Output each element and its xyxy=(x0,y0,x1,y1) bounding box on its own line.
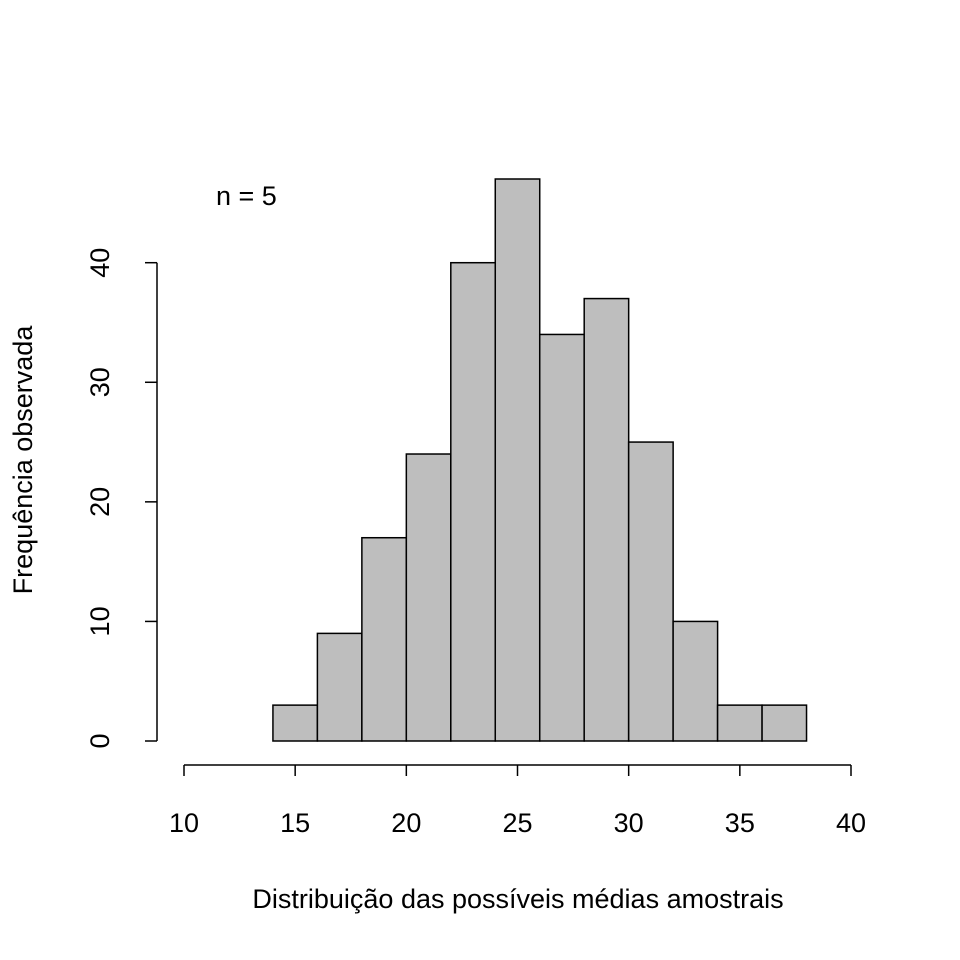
bar xyxy=(627,441,674,742)
bar xyxy=(494,178,541,742)
bar xyxy=(316,632,363,742)
x-tick-label: 35 xyxy=(725,808,755,838)
bar xyxy=(272,704,319,742)
annotation: n = 5 xyxy=(216,181,277,211)
x-tick-label: 40 xyxy=(836,808,866,838)
y-tick-label: 40 xyxy=(85,248,115,278)
x-tick-label: 30 xyxy=(614,808,644,838)
x-tick-label: 15 xyxy=(280,808,310,838)
y-tick-label: 20 xyxy=(85,487,115,517)
bar xyxy=(538,333,585,742)
y-tick-label: 0 xyxy=(85,733,115,748)
y-axis-label: Frequência observada xyxy=(8,325,38,595)
x-axis-label: Distribuição das possíveis médias amostr… xyxy=(252,884,783,914)
y-tick-label: 10 xyxy=(85,606,115,636)
bar xyxy=(361,536,408,742)
bar xyxy=(716,704,763,742)
bar xyxy=(583,297,630,742)
x-tick-label: 20 xyxy=(391,808,421,838)
bar xyxy=(761,704,808,742)
x-tick-label: 10 xyxy=(169,808,199,838)
bar xyxy=(450,261,497,742)
bar xyxy=(672,620,719,742)
x-tick-label: 25 xyxy=(502,808,532,838)
y-tick-label: 30 xyxy=(85,367,115,397)
bar xyxy=(405,453,452,742)
